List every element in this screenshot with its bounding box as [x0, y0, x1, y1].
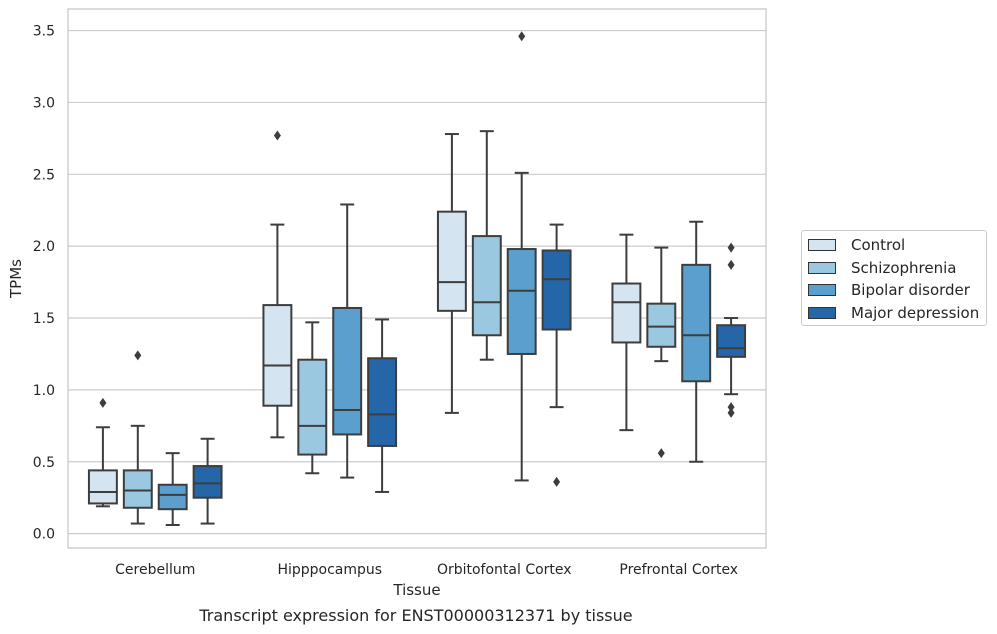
- legend-swatch: [808, 306, 836, 319]
- box: [367, 357, 398, 447]
- x-tick-label: Orbitofontal Cortex: [437, 562, 572, 578]
- legend-label: Major depression: [851, 303, 980, 322]
- box: [332, 306, 363, 436]
- legend-item: Schizophrenia: [808, 258, 956, 278]
- box: [122, 469, 153, 509]
- box: [681, 263, 712, 383]
- legend-label: Control: [851, 236, 906, 254]
- legend-label: Schizophrenia: [851, 258, 957, 277]
- y-tick-label: 1.0: [33, 383, 55, 399]
- outlier-point: [657, 448, 665, 459]
- box: [611, 282, 642, 344]
- box: [297, 358, 328, 456]
- y-tick-label: 0.0: [33, 527, 55, 543]
- outlier-point: [727, 242, 735, 253]
- box: [87, 469, 118, 505]
- outlier-point: [553, 476, 561, 487]
- y-tick-label: 2.5: [33, 167, 55, 183]
- plot-frame: [67, 8, 767, 549]
- legend-item: Bipolar disorder: [808, 280, 970, 300]
- outlier-point: [99, 397, 107, 408]
- legend-swatch: [808, 239, 836, 251]
- outlier-point: [727, 259, 735, 270]
- x-tick-label: Cerebellum: [115, 562, 195, 578]
- x-axis-label: Tissue: [392, 581, 440, 599]
- box: [541, 249, 572, 331]
- outlier-point: [727, 407, 735, 418]
- legend-label: Bipolar disorder: [851, 281, 970, 299]
- y-axis-label: TPMs: [7, 259, 25, 299]
- x-tick-label: Hipppocampus: [277, 562, 382, 578]
- y-tick-label: 3.0: [33, 95, 55, 111]
- y-tick-label: 0.5: [33, 455, 55, 471]
- box: [436, 210, 467, 312]
- y-tick-label: 2.0: [33, 239, 55, 255]
- legend-item: Control: [808, 235, 905, 255]
- legend-item: Major depression: [808, 303, 979, 323]
- box: [471, 235, 502, 337]
- outlier-point: [273, 130, 281, 141]
- y-tick-label: 3.5: [33, 24, 55, 40]
- figure-caption: Transcript expression for ENST0000031237…: [199, 606, 633, 625]
- legend-swatch: [808, 284, 836, 296]
- x-tick-label: Prefrontal Cortex: [619, 562, 738, 578]
- outlier-point: [134, 350, 142, 361]
- legend: Control Schizophrenia Bipolar disorder Majo…: [801, 230, 987, 326]
- box: [262, 304, 293, 407]
- box: [157, 483, 188, 511]
- box: [192, 465, 223, 499]
- box: [716, 324, 747, 358]
- box: [646, 302, 677, 348]
- y-tick-label: 1.5: [33, 311, 55, 327]
- outlier-point: [518, 31, 526, 42]
- legend-swatch: [808, 261, 836, 274]
- box: [506, 248, 537, 355]
- outlier-point: [727, 402, 735, 413]
